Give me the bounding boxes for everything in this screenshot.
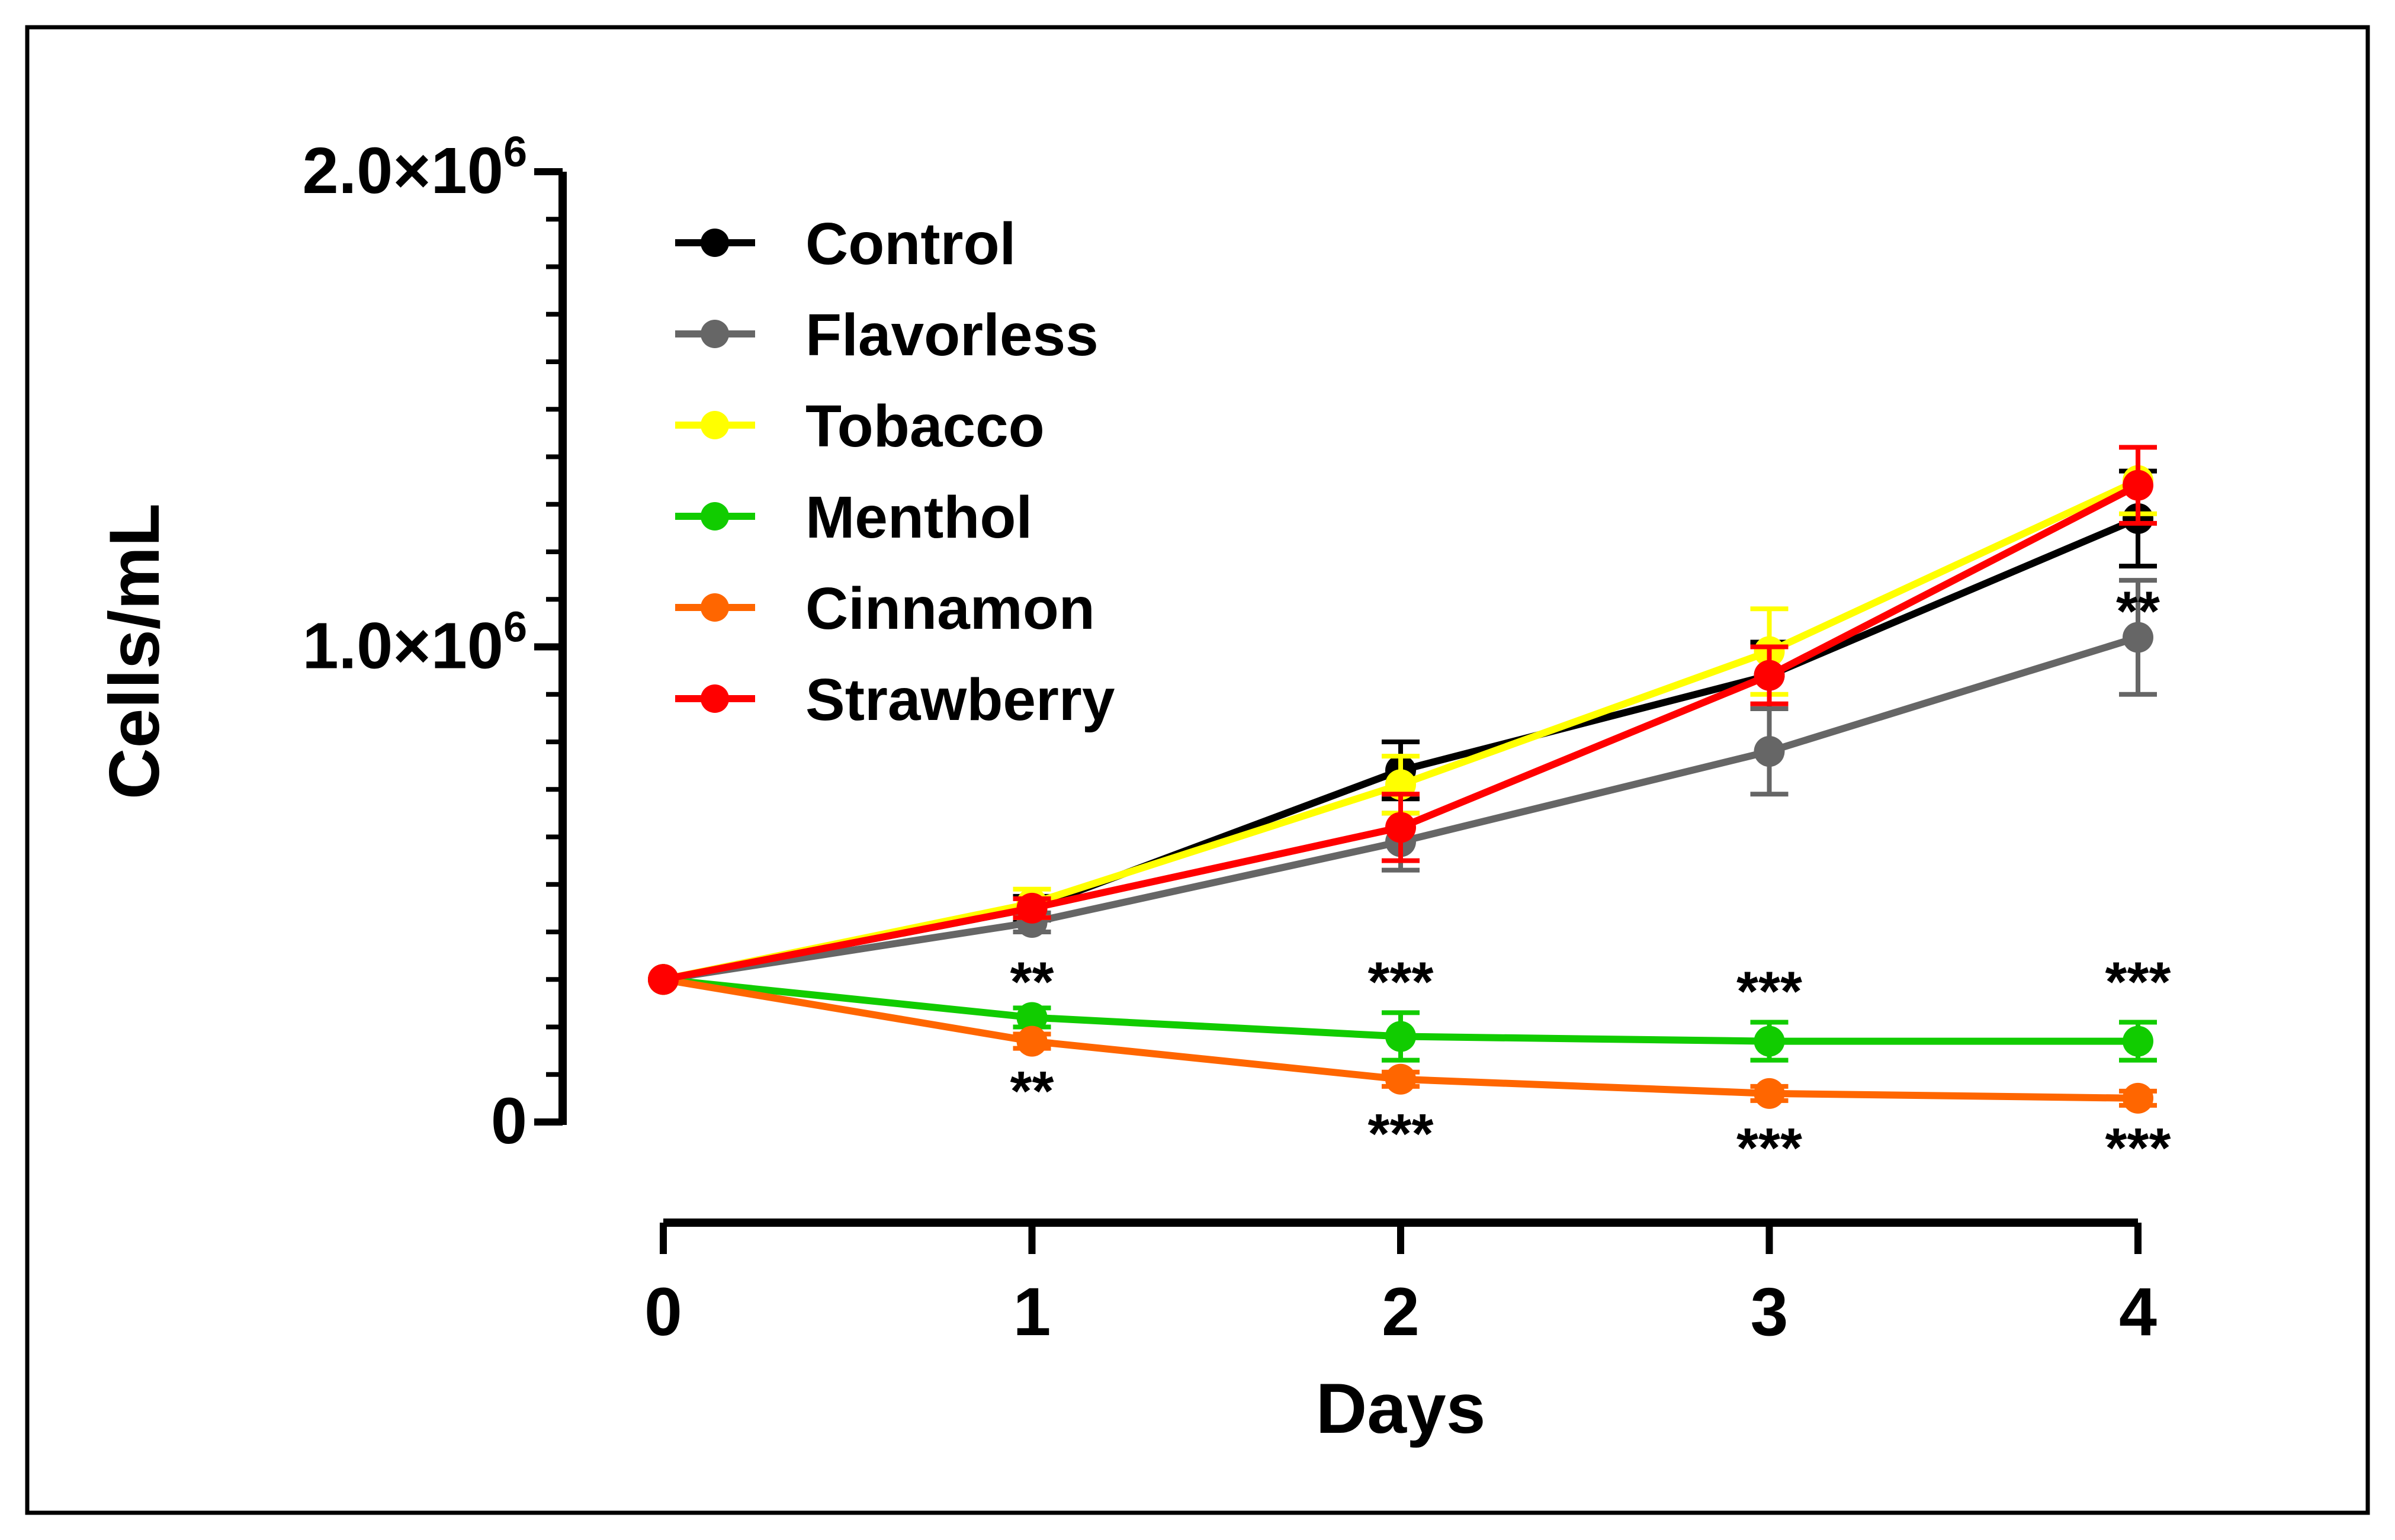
legend-item-control: Control xyxy=(675,211,1016,277)
legend-swatch-marker xyxy=(701,320,729,348)
legend-label: Tobacco xyxy=(805,393,1045,459)
strawberry-point xyxy=(648,964,679,995)
legend-label: Control xyxy=(805,211,1016,277)
flavorless-point xyxy=(1754,736,1785,767)
x-axis-title: Days xyxy=(1316,1369,1486,1448)
series-layer xyxy=(648,445,2157,1114)
y-tick-label: 1.0×106 xyxy=(302,604,527,683)
legend-swatch-marker xyxy=(701,593,729,622)
cinnamon-point xyxy=(1016,1025,1048,1057)
menthol-point xyxy=(1754,1025,1785,1057)
menthol-point xyxy=(1016,1002,1048,1033)
y-tick-label: 0 xyxy=(491,1085,527,1158)
figure-border xyxy=(25,25,2370,1515)
series-menthol xyxy=(648,964,2157,1063)
y-axis-title: Cells/mL xyxy=(95,503,174,799)
strawberry-point xyxy=(1016,892,1048,924)
strawberry-point xyxy=(2123,470,2153,501)
x-tick-label: 0 xyxy=(644,1274,682,1350)
y-axis-ticks: 0 1.0×106 2.0×106 xyxy=(302,128,563,1158)
significance-label: ** xyxy=(1010,950,1054,1013)
significance-label: *** xyxy=(1368,1102,1434,1165)
menthol-point xyxy=(2123,1025,2153,1057)
legend-item-cinnamon: Cinnamon xyxy=(675,576,1095,642)
significance-label: *** xyxy=(2105,950,2171,1013)
legend: Control Flavorless Tobacco Menthol Cinnamon S… xyxy=(675,211,1115,733)
legend-label: Strawberry xyxy=(805,667,1115,733)
significance-label: ** xyxy=(2116,580,2160,642)
x-tick-label: 2 xyxy=(1382,1274,1420,1350)
legend-swatch-marker xyxy=(701,502,729,531)
cinnamon-point xyxy=(1754,1078,1785,1109)
legend-label: Flavorless xyxy=(805,302,1099,368)
significance-label: *** xyxy=(1736,960,1802,1023)
legend-label: Menthol xyxy=(805,484,1032,551)
x-tick-label: 3 xyxy=(1751,1274,1789,1350)
flavorless-point xyxy=(2123,622,2153,653)
legend-item-tobacco: Tobacco xyxy=(675,393,1045,459)
significance-label: *** xyxy=(2105,1117,2171,1179)
significance-label: ** xyxy=(1010,1060,1054,1123)
legend-item-menthol: Menthol xyxy=(675,484,1032,551)
legend-swatch-marker xyxy=(701,411,729,439)
y-tick-label: 2.0×106 xyxy=(302,128,527,207)
significance-label: *** xyxy=(1368,950,1434,1013)
series-strawberry xyxy=(648,445,2157,995)
legend-swatch-marker xyxy=(701,229,729,257)
legend-swatch-marker xyxy=(701,684,729,713)
x-tick-label: 4 xyxy=(2119,1274,2157,1350)
x-tick-label: 1 xyxy=(1013,1274,1051,1350)
cinnamon-point xyxy=(1385,1063,1416,1095)
x-axis-ticks: 0 1 2 3 4 xyxy=(644,1223,2157,1350)
menthol-point xyxy=(1385,1021,1416,1052)
strawberry-point xyxy=(1385,812,1416,843)
strawberry-point xyxy=(1754,660,1785,691)
cinnamon-point xyxy=(2123,1082,2153,1114)
significance-annotations: **** *** *** ******** *** *** xyxy=(1010,580,2171,1179)
legend-item-strawberry: Strawberry xyxy=(675,667,1115,733)
legend-item-flavorless: Flavorless xyxy=(675,302,1099,368)
series-cinnamon xyxy=(648,964,2157,1114)
legend-label: Cinnamon xyxy=(805,576,1095,642)
significance-label: *** xyxy=(1736,1117,1802,1179)
